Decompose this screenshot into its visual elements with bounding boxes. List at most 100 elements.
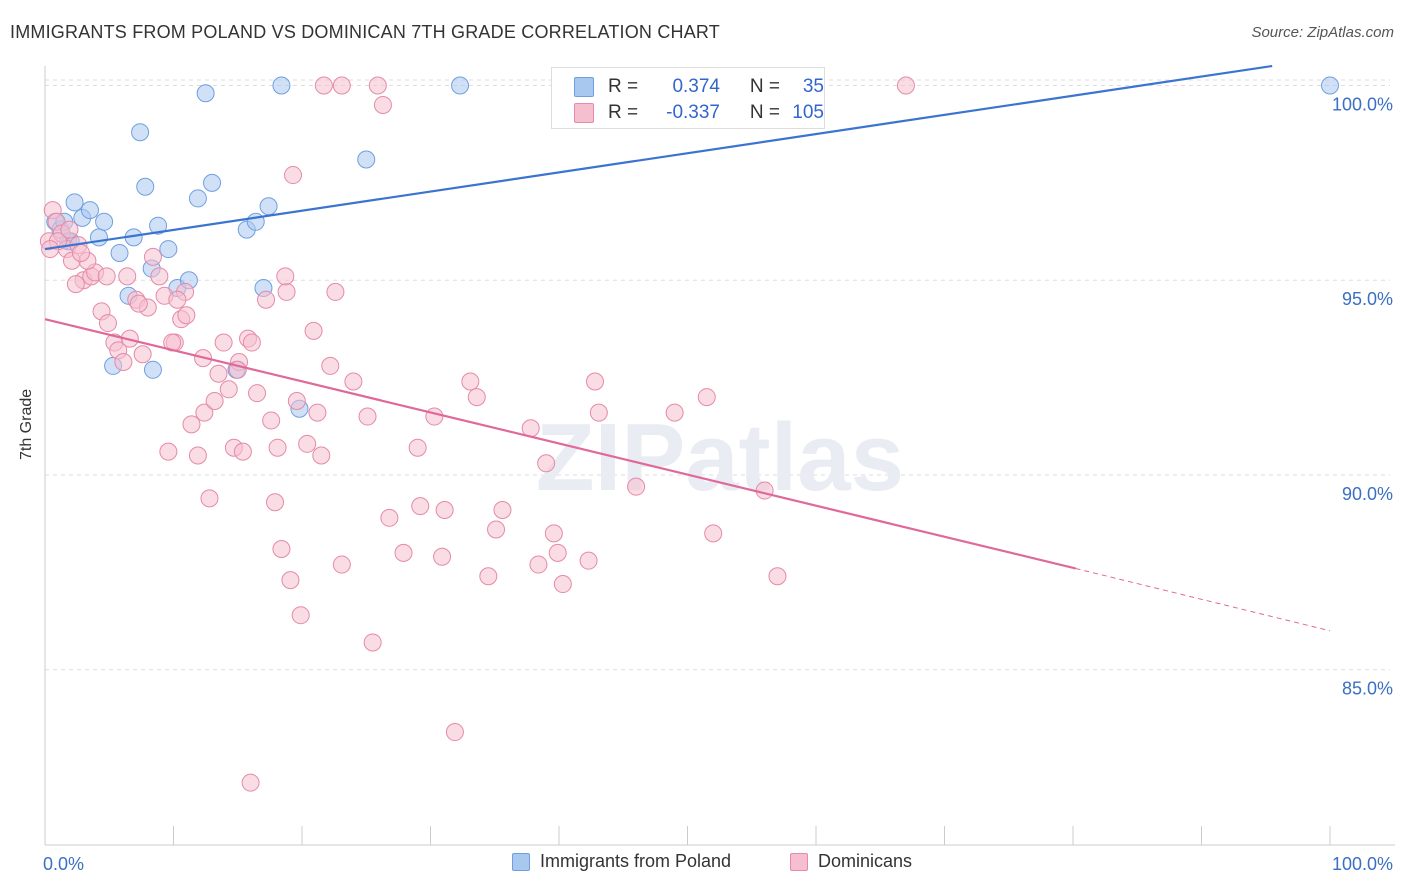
point-dominicans (435, 501, 454, 520)
point-poland (95, 212, 114, 231)
point-poland (259, 197, 278, 216)
point-dominicans (272, 539, 291, 558)
point-dominicans (262, 411, 281, 430)
legend: Immigrants from Poland Dominicans (0, 851, 1406, 879)
point-dominicans (433, 547, 452, 566)
y-tick-label: 90.0% (1342, 484, 1393, 504)
point-poland (1321, 76, 1339, 95)
legend-item-poland[interactable]: Immigrants from Poland (512, 851, 731, 872)
trend-line-dominicans (44, 318, 1076, 570)
point-dominicans (755, 481, 774, 500)
point-dominicans (487, 520, 506, 539)
point-dominicans (394, 543, 413, 562)
point-dominicans (408, 438, 427, 457)
legend-swatch-poland (512, 852, 530, 871)
point-poland (196, 84, 215, 103)
point-dominicans (425, 407, 444, 426)
point-poland (143, 360, 162, 379)
point-dominicans (537, 454, 556, 473)
point-dominicans (195, 403, 214, 422)
n-label: N = (749, 76, 780, 97)
watermark: ZIPatlas (536, 404, 904, 511)
legend-item-dominicans[interactable]: Dominicans (790, 851, 912, 872)
point-dominicans (118, 267, 137, 286)
point-dominicans (312, 446, 331, 465)
point-dominicans (97, 267, 116, 286)
point-dominicans (133, 345, 152, 364)
point-dominicans (411, 497, 430, 516)
point-poland (149, 216, 168, 235)
point-poland (357, 150, 376, 169)
source-label: Source: ZipAtlas.com (1251, 24, 1394, 41)
point-dominicans (276, 267, 295, 286)
point-dominicans (368, 76, 387, 95)
point-dominicans (257, 290, 276, 309)
legend-swatch-dominicans (790, 852, 808, 871)
point-dominicans (304, 321, 323, 340)
point-poland (188, 189, 207, 208)
r-value: 0.374 (672, 76, 720, 97)
point-dominicans (585, 372, 604, 391)
r-label: R = (608, 102, 639, 123)
point-dominicans (281, 571, 300, 590)
point-dominicans (248, 384, 267, 403)
n-value: 105 (792, 102, 824, 123)
point-dominicans (579, 551, 598, 570)
point-dominicans (129, 294, 148, 313)
axes (44, 66, 1395, 846)
r-value: -0.337 (666, 102, 720, 123)
point-dominicans (60, 220, 79, 239)
point-dominicans (529, 555, 548, 574)
tick-labels: 85.0% 90.0% 95.0% 100.0% 0.0% 100.0% (43, 94, 1393, 874)
point-poland (110, 243, 129, 262)
point-dominicans (205, 391, 224, 410)
point-dominicans (314, 76, 333, 95)
point-dominicans (332, 555, 351, 574)
point-dominicans (266, 493, 285, 512)
r-label: R = (608, 76, 639, 97)
point-dominicans (373, 95, 392, 114)
stats-row-poland: R = 0.374 N = 35 (574, 74, 824, 100)
point-dominicans (627, 477, 646, 496)
y-tick-label: 85.0% (1342, 679, 1393, 699)
point-dominicans (363, 633, 382, 652)
point-dominicans (461, 372, 480, 391)
point-dominicans (177, 306, 196, 325)
point-dominicans (332, 76, 351, 95)
point-dominicans (326, 282, 345, 301)
point-poland (203, 173, 222, 192)
point-dominicans (71, 243, 90, 262)
point-dominicans (241, 773, 260, 792)
point-dominicans (287, 391, 306, 410)
point-dominicans (200, 489, 219, 508)
point-dominicans (143, 247, 162, 266)
point-poland (131, 123, 150, 142)
point-dominicans (66, 275, 85, 294)
point-dominicans (98, 314, 117, 333)
y-tick-label: 100.0% (1332, 94, 1393, 114)
trend-line-poland (44, 64, 1273, 251)
point-dominicans (479, 567, 498, 586)
legend-label-poland: Immigrants from Poland (540, 851, 732, 871)
point-dominicans (493, 501, 512, 520)
point-dominicans (242, 333, 261, 352)
point-dominicans (308, 403, 327, 422)
point-poland (272, 76, 291, 95)
point-dominicans (277, 282, 296, 301)
point-dominicans (665, 403, 684, 422)
point-dominicans (589, 403, 608, 422)
point-dominicans (896, 76, 915, 95)
point-dominicans (697, 388, 716, 407)
n-label: N = (749, 102, 780, 123)
grid-lines (45, 79, 1390, 671)
point-poland (451, 76, 470, 95)
point-dominicans (467, 388, 486, 407)
data-points (39, 76, 1339, 792)
chart-title: IMMIGRANTS FROM POLAND VS DOMINICAN 7TH … (10, 22, 720, 42)
point-dominicans (321, 356, 340, 375)
point-poland (80, 201, 99, 220)
stats-swatch-poland (574, 77, 594, 97)
point-dominicans (544, 524, 563, 543)
point-dominicans (214, 333, 233, 352)
